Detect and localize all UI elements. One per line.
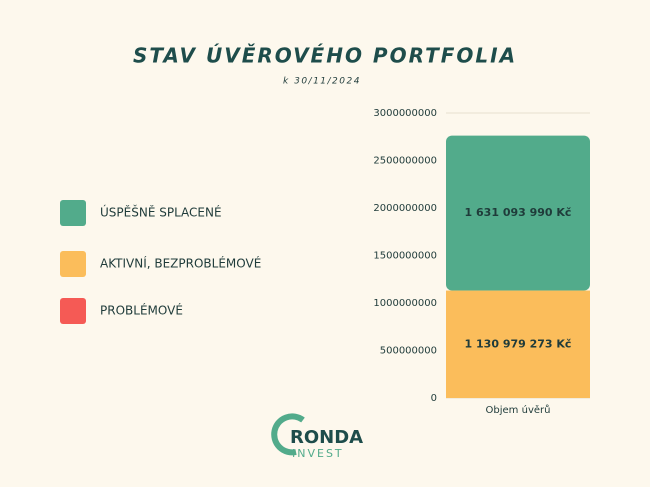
logo-arc (271, 413, 305, 456)
legend-swatch (60, 251, 86, 277)
legend-swatch (60, 298, 86, 324)
logo: RONDA INVEST (271, 413, 363, 460)
legend-swatch (60, 200, 86, 226)
value-label: 1 130 979 273 Kč (465, 337, 572, 350)
bar-segment (446, 135, 590, 291)
chart-subtitle: k 30/11/2024 (283, 77, 361, 87)
legend-label: ÚSPĚŠNĚ SPLACENÉ (100, 205, 222, 220)
logo-sub: INVEST (292, 447, 344, 460)
y-tick-label: 0 (431, 393, 437, 404)
x-tick-label: Objem úvěrů (486, 404, 551, 416)
chart-title: STAV ÚVĚROVÉHO PORTFOLIA (133, 44, 517, 68)
y-tick-label: 2000000000 (373, 203, 437, 214)
y-tick-label: 2500000000 (373, 156, 437, 167)
value-label: 1 631 093 990 Kč (465, 206, 572, 219)
legend-label: PROBLÉMOVÉ (100, 303, 183, 318)
bar-segment (446, 290, 590, 398)
y-tick-label: 500000000 (380, 346, 437, 357)
y-tick-label: 1000000000 (373, 298, 437, 309)
legend-label: AKTIVNÍ, BEZPROBLÉMOVÉ (100, 256, 261, 271)
y-tick-label: 3000000000 (373, 108, 437, 119)
logo-name: RONDA (290, 427, 363, 448)
y-tick-label: 1500000000 (373, 251, 437, 262)
